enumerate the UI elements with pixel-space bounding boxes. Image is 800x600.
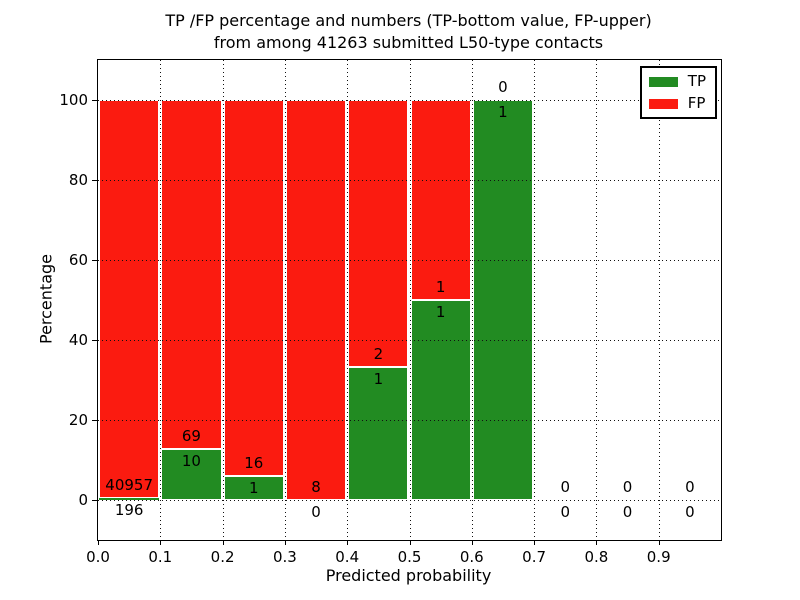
fp-count-label-6: 0	[498, 78, 508, 96]
tp-count-label-8: 0	[622, 503, 633, 521]
x-tick-label-0.1: 0.1	[148, 548, 173, 566]
v-gridline	[658, 60, 660, 540]
plot-area: TP FP 40957 196 69 10 16 1 8 0 2 1 1 1 0 1 0 0 0 0 0 0 0.0 0.…	[59, 59, 722, 566]
fp-bar-4	[348, 100, 409, 367]
tp-count-label-0: 196	[114, 501, 144, 520]
x-tick-mark	[284, 540, 286, 545]
fp-count-label-1: 69	[181, 427, 201, 446]
tp-count-label-3: 0	[311, 503, 321, 521]
tp-count-label-1: 10	[181, 452, 201, 471]
tp-count-label-5: 1	[435, 303, 446, 321]
v-gridline	[534, 60, 536, 540]
y-tick-mark	[92, 500, 97, 501]
v-gridline	[347, 60, 349, 540]
x-tick-mark	[534, 540, 536, 545]
h-gridline	[98, 180, 721, 181]
fp-bar-2	[223, 100, 284, 477]
x-tick-label-0.4: 0.4	[335, 548, 360, 566]
y-tick-label-20: 20	[68, 411, 88, 429]
tp-count-label-4: 1	[373, 369, 384, 388]
fp-count-label-2: 16	[244, 454, 264, 473]
x-tick-mark	[658, 540, 660, 545]
fp-bar-1	[161, 100, 222, 450]
y-tick-label-80: 80	[68, 171, 88, 189]
x-tick-label-0.0: 0.0	[86, 548, 110, 566]
tp-bar-2	[223, 476, 284, 500]
v-gridline	[160, 60, 162, 540]
legend-item-fp: FP	[648, 94, 706, 112]
x-tick-label-0.8: 0.8	[584, 548, 609, 566]
h-gridline	[98, 340, 721, 341]
y-tick-mark	[92, 340, 97, 341]
x-tick-label-0.5: 0.5	[397, 548, 422, 566]
v-gridline	[409, 60, 411, 540]
h-gridline	[98, 500, 721, 501]
x-tick-mark	[471, 540, 473, 545]
legend-item-tp: TP	[648, 72, 706, 90]
x-tick-mark	[347, 540, 349, 545]
chart-title: TP /FP percentage and numbers (TP-bottom…	[97, 10, 720, 54]
tp-bar-0	[99, 498, 160, 500]
y-tick-mark	[92, 260, 97, 261]
fp-count-label-9: 0	[685, 478, 695, 496]
fp-bar-3	[285, 100, 347, 500]
fp-count-label-4: 2	[373, 344, 384, 363]
x-tick-mark	[98, 540, 99, 545]
y-tick-mark	[92, 420, 97, 421]
h-gridline	[98, 420, 721, 421]
fp-swatch-icon	[648, 98, 678, 109]
fp-bar-0	[99, 100, 160, 499]
x-tick-label-0.6: 0.6	[459, 548, 484, 566]
fp-count-label-0: 40957	[105, 476, 153, 495]
fp-bar-5	[410, 100, 471, 300]
fp-count-label-7: 0	[560, 478, 571, 496]
y-tick-mark	[92, 180, 97, 181]
tp-count-label-2: 1	[248, 479, 259, 498]
tp-legend-label: TP	[687, 72, 706, 90]
v-gridline	[284, 60, 286, 540]
tp-count-label-9: 0	[685, 503, 695, 521]
x-tick-label-0.9: 0.9	[646, 548, 671, 566]
tp-bar-4	[348, 366, 409, 500]
chart-title-line2: from among 41263 submitted L50-type cont…	[213, 33, 604, 52]
y-tick-label-60: 60	[68, 251, 88, 269]
tp-count-label-7: 0	[560, 503, 571, 521]
chart-title-line1: TP /FP percentage and numbers (TP-bottom…	[165, 11, 652, 30]
x-tick-mark	[596, 540, 598, 545]
x-tick-mark	[409, 540, 411, 545]
tp-bar-6	[472, 100, 534, 500]
v-gridline	[596, 60, 598, 540]
fp-count-label-5: 1	[435, 278, 446, 296]
h-gridline	[98, 100, 721, 101]
x-tick-mark	[160, 540, 162, 545]
tp-swatch-icon	[648, 76, 678, 87]
tp-count-label-6: 1	[498, 103, 508, 121]
fp-legend-label: FP	[687, 94, 706, 112]
fp-count-label-3: 8	[311, 478, 321, 496]
tp-bar-5	[410, 300, 471, 500]
y-tick-label-40: 40	[68, 331, 88, 349]
tp-bar-1	[161, 449, 222, 500]
x-tick-label-0.7: 0.7	[522, 548, 547, 566]
fp-count-label-8: 0	[622, 478, 633, 496]
x-tick-label-0.2: 0.2	[210, 548, 235, 566]
y-tick-label-0: 0	[78, 491, 88, 509]
v-gridline	[471, 60, 473, 540]
v-gridline	[222, 60, 224, 540]
x-axis-label: Predicted probability	[325, 566, 492, 585]
legend: TP FP	[639, 66, 717, 119]
y-tick-mark	[92, 100, 97, 101]
h-gridline	[98, 260, 721, 261]
y-tick-label-100: 100	[59, 91, 88, 109]
x-tick-label-0.3: 0.3	[272, 548, 297, 566]
x-tick-mark	[222, 540, 224, 545]
